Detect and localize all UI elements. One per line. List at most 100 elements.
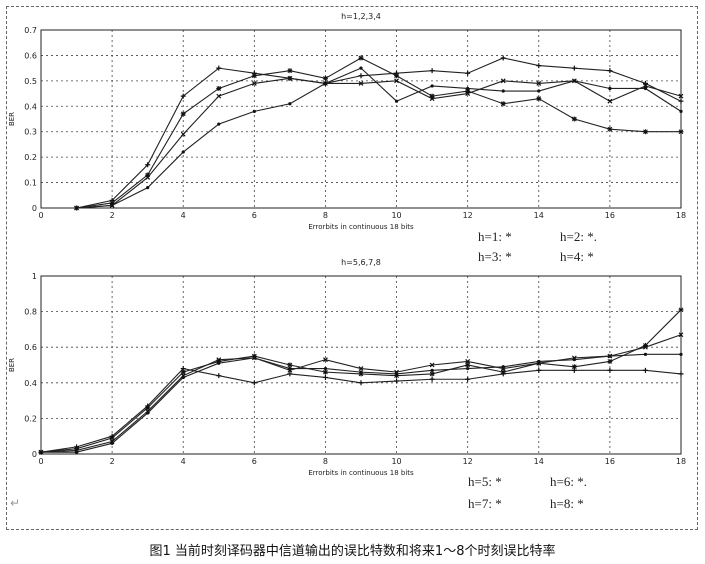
x-tick-label: 4 <box>181 211 186 220</box>
data-point <box>500 55 506 61</box>
data-point <box>110 203 114 208</box>
data-point <box>571 116 577 122</box>
legend-entry-2: h=6: *. <box>550 474 587 489</box>
data-point <box>323 81 328 85</box>
data-point <box>287 68 293 74</box>
y-axis-label: BER <box>8 358 16 372</box>
y-axis-label: BER <box>8 112 16 126</box>
legend-entry-2: h=2: *. <box>560 229 597 244</box>
data-point <box>359 370 363 374</box>
data-point <box>642 367 648 373</box>
data-point <box>642 129 648 135</box>
x-tick-label: 8 <box>323 457 328 466</box>
data-point <box>74 206 79 210</box>
series-line-3 <box>40 334 682 453</box>
x-tick-label: 4 <box>181 457 186 466</box>
x-tick-label: 8 <box>323 211 328 220</box>
data-point <box>430 84 434 88</box>
y-tick-label: 0.2 <box>24 153 37 162</box>
legend-entry-1: h=1: * <box>478 229 512 244</box>
y-tick-label: 0.6 <box>24 51 37 60</box>
data-point <box>251 380 257 386</box>
chart-panel-2: 0 2 4 6 8 10 12 14 16 18 0 0.2 0.4 0.6 0.8 1 h=5,6,7,8 Er… <box>8 258 686 511</box>
data-point <box>536 63 542 69</box>
data-point <box>74 450 79 454</box>
data-point <box>287 362 293 368</box>
data-point <box>394 73 400 79</box>
data-point <box>322 369 328 375</box>
data-point <box>110 441 114 445</box>
x-tick-label: 10 <box>391 211 401 220</box>
data-point <box>537 89 541 93</box>
data-point <box>394 378 400 384</box>
data-point <box>429 96 435 102</box>
x-tick-label: 18 <box>676 211 686 220</box>
data-point <box>465 70 471 76</box>
chart-title: h=1,2,3,4 <box>341 12 381 21</box>
x-tick-label: 2 <box>110 457 115 466</box>
data-point <box>322 75 328 81</box>
data-point <box>607 126 613 132</box>
data-point <box>251 73 257 79</box>
data-point <box>642 342 648 348</box>
data-point <box>145 405 151 411</box>
series-line-1 <box>76 57 682 209</box>
data-point <box>500 78 506 84</box>
data-point <box>252 356 256 360</box>
data-point <box>216 85 222 91</box>
data-point <box>358 55 364 61</box>
x-axis-label: Errorbits in continuous 18 bits <box>308 223 414 231</box>
data-point <box>358 80 364 86</box>
data-point <box>323 357 328 363</box>
data-point <box>678 371 684 377</box>
x-tick-label: 6 <box>252 457 257 466</box>
data-point <box>679 109 683 113</box>
data-point <box>358 380 364 386</box>
data-point <box>217 361 221 365</box>
data-point <box>429 93 435 99</box>
figure-frame <box>6 6 698 530</box>
data-point <box>323 366 328 371</box>
figure-caption: 图1 当前时刻译码器中信道输出的误比特数和将来1～8个时刻误比特率 <box>149 544 556 559</box>
data-point <box>501 365 505 369</box>
data-point <box>216 65 222 71</box>
data-point <box>571 364 577 370</box>
data-point <box>180 111 186 117</box>
data-point <box>429 376 435 382</box>
data-point <box>572 79 576 83</box>
x-tick-label: 12 <box>463 211 473 220</box>
x-tick-label: 6 <box>252 211 257 220</box>
data-point <box>607 68 613 74</box>
y-tick-label: 0.4 <box>24 379 37 388</box>
x-tick-label: 10 <box>391 457 401 466</box>
data-point <box>643 352 648 356</box>
data-point <box>429 371 435 377</box>
legend-entry-3: h=7: * <box>468 496 502 511</box>
data-point <box>287 371 293 377</box>
data-point <box>146 186 150 190</box>
x-tick-label: 0 <box>38 211 43 220</box>
x-tick-label: 18 <box>676 457 686 466</box>
x-tick-label: 14 <box>534 211 544 220</box>
data-point <box>109 200 115 206</box>
data-point <box>643 344 648 350</box>
data-point <box>288 366 292 371</box>
data-point <box>252 109 256 113</box>
data-point <box>394 99 399 103</box>
data-point <box>607 358 613 364</box>
data-point <box>216 93 222 99</box>
data-point <box>288 102 292 106</box>
data-point <box>679 352 683 356</box>
legend-entry-4: h=4: * <box>560 249 594 264</box>
data-point <box>39 450 43 454</box>
data-point <box>429 68 435 74</box>
y-tick-label: 0.7 <box>24 26 37 35</box>
data-point <box>145 162 151 168</box>
paragraph-return-mark: ↵ <box>10 496 21 510</box>
x-tick-label: 2 <box>110 211 115 220</box>
data-point <box>430 368 434 372</box>
data-point <box>536 80 542 86</box>
data-point <box>678 129 684 135</box>
plot-area-border <box>40 29 682 209</box>
data-point <box>571 65 577 71</box>
